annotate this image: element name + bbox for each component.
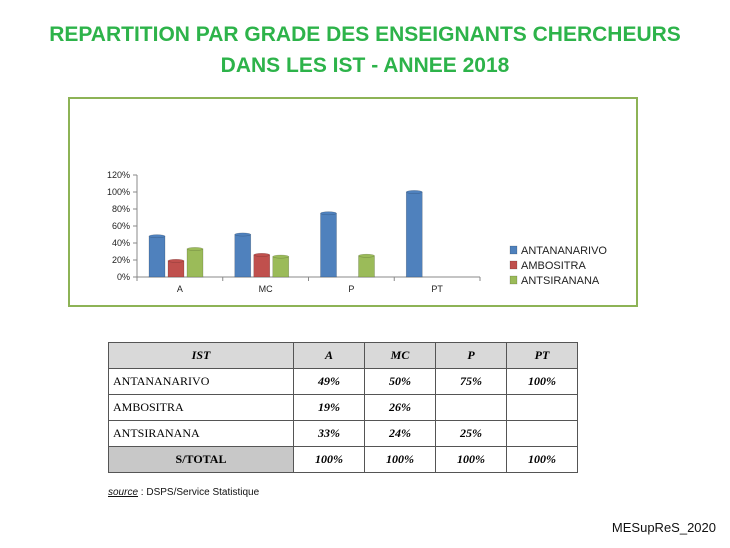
bar (272, 256, 290, 278)
bar-cap (406, 190, 423, 194)
table-header-row: IST A MC P PT (108, 342, 578, 369)
bar-cap (234, 232, 252, 237)
cell-total-p: 100% (435, 446, 507, 473)
cell-ist: AMBOSITRA (108, 394, 294, 421)
x-tick-label: MC (259, 284, 273, 294)
cell-p (435, 394, 507, 421)
bar-cap (272, 254, 290, 259)
cell-p: 75% (435, 368, 507, 395)
cell-total-pt: 100% (506, 446, 578, 473)
bar (167, 260, 185, 278)
source-note: source : DSPS/Service Statistique (108, 487, 259, 498)
cell-a: 19% (293, 394, 365, 421)
y-tick-label: 20% (112, 255, 130, 265)
table-row: AMBOSITRA 19% 26% (108, 394, 578, 421)
header-ist: IST (108, 342, 294, 369)
chart-legend: ANTANANARIVO AMBOSITRA ANTSIRANANA (509, 245, 607, 287)
data-table: IST A MC P PT ANTANANARIVO 49% 50% 75% 1… (108, 342, 578, 473)
cell-a: 33% (293, 420, 365, 447)
cell-ist: ANTSIRANANA (108, 420, 294, 447)
source-text: : DSPS/Service Statistique (138, 487, 260, 498)
bar (148, 235, 166, 278)
chart-frame: 0% 20% 40% 60% 80% 100% 120% A MC P PT ANTANANARIV… (68, 97, 638, 307)
bar-cap (320, 211, 337, 216)
legend-swatch (509, 245, 518, 255)
bar (234, 234, 252, 278)
table-row: ANTSIRANANA 33% 24% 25% (108, 420, 578, 447)
x-tick-label: A (177, 284, 183, 294)
header-mc: MC (364, 342, 436, 369)
page-title-line1: REPARTITION PAR GRADE DES ENSEIGNANTS CH… (49, 23, 681, 46)
footer-credit: MESupReS_2020 (611, 520, 716, 535)
chart-bars (148, 190, 423, 278)
header-pt: PT (506, 342, 578, 369)
cell-p: 25% (435, 420, 507, 447)
x-tick-label: PT (431, 284, 443, 294)
source-key: source (108, 487, 139, 498)
cell-pt: 100% (506, 368, 578, 395)
y-tick-label: 60% (112, 221, 130, 231)
y-tick-label: 120% (107, 170, 130, 180)
bar (253, 254, 271, 278)
legend-label: ANTSIRANANA (521, 275, 600, 287)
cell-total-mc: 100% (364, 446, 436, 473)
cell-a: 49% (293, 368, 365, 395)
legend-label: AMBOSITRA (521, 260, 586, 272)
y-tick-label: 0% (117, 272, 130, 282)
bar-cap (253, 253, 271, 257)
legend-swatch (509, 275, 518, 285)
bar (186, 248, 204, 278)
cell-pt (506, 420, 578, 447)
bar-cap (148, 234, 166, 239)
cell-ist: ANTANANARIVO (108, 368, 294, 395)
cell-total-label: S/TOTAL (108, 446, 294, 473)
cell-pt (506, 394, 578, 421)
bar-cap (186, 247, 204, 251)
bar-chart: 0% 20% 40% 60% 80% 100% 120% A MC P PT ANTANANARIV… (107, 170, 607, 294)
legend-label: ANTANANARIVO (521, 245, 607, 257)
cell-mc: 50% (364, 368, 436, 395)
x-tick-label: P (348, 284, 354, 294)
y-tick-label: 40% (112, 238, 130, 248)
table-row: ANTANANARIVO 49% 50% 75% 100% (108, 368, 578, 395)
bar (320, 212, 337, 278)
y-tick-label: 80% (112, 204, 130, 214)
table-total-row: S/TOTAL 100% 100% 100% 100% (108, 446, 578, 473)
y-tick-label: 100% (107, 187, 130, 197)
cell-mc: 24% (364, 420, 436, 447)
bar (405, 191, 423, 278)
bar-cap (358, 253, 375, 258)
bar (358, 255, 375, 278)
header-a: A (293, 342, 365, 369)
bar-cap (167, 259, 185, 263)
cell-total-a: 100% (293, 446, 365, 473)
cell-mc: 26% (364, 394, 436, 421)
legend-swatch (509, 260, 518, 270)
page-title-line2: DANS LES IST - ANNEE 2018 (220, 54, 510, 77)
header-p: P (435, 342, 507, 369)
